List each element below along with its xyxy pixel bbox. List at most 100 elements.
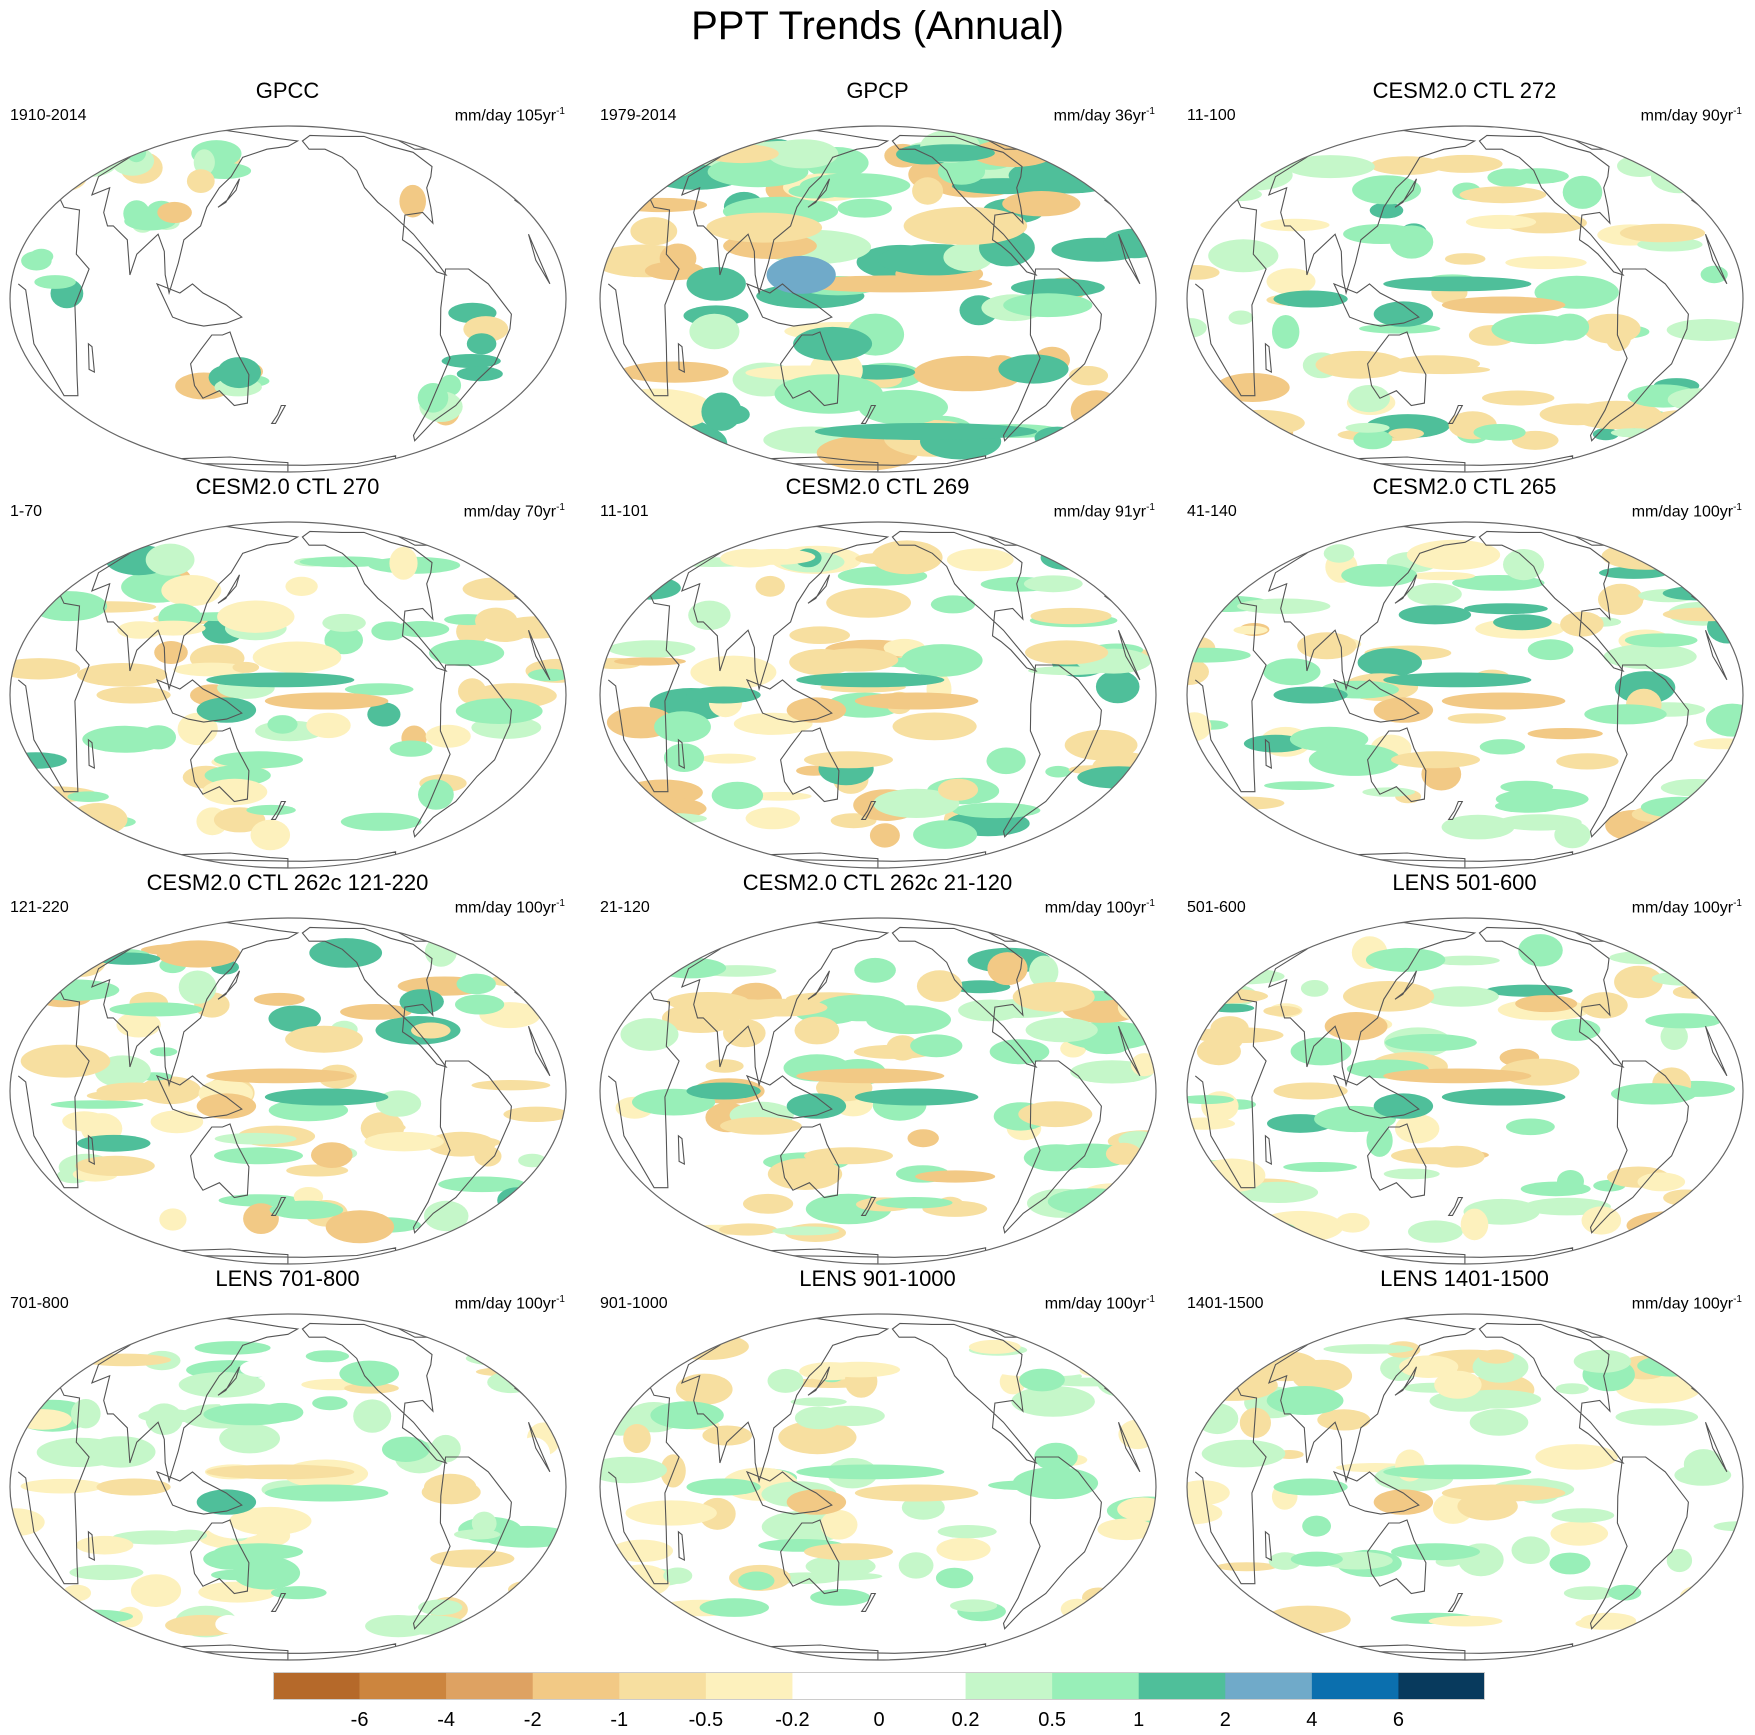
trend-blob [311, 1142, 353, 1168]
trend-blob [1096, 1364, 1139, 1397]
coastline-madagascar [87, 738, 96, 770]
trend-blob [690, 655, 777, 689]
trend-blob [1460, 1208, 1489, 1241]
trend-blob [1383, 276, 1532, 292]
trend-blob [1323, 544, 1355, 563]
coastline-samerica [1589, 1456, 1689, 1630]
trend-blob [1019, 1368, 1065, 1392]
trend-blob [1447, 713, 1506, 724]
trend-blob [423, 1200, 469, 1232]
trend-blob [194, 1341, 271, 1355]
trend-blob [767, 1158, 843, 1190]
coastline-greenland [956, 918, 1023, 942]
coastline-japan [807, 970, 831, 1000]
trend-blob [1077, 766, 1156, 789]
trend-blob [340, 1004, 412, 1020]
coastline-madagascar [1264, 738, 1273, 770]
trend-blob [930, 595, 976, 614]
trend-blob [1478, 1349, 1515, 1364]
colorbar-box [792, 1672, 880, 1700]
coastline-samerica [1002, 268, 1102, 442]
trend-blob [425, 724, 471, 748]
trend-blob [910, 1034, 963, 1058]
trend-blob [820, 1510, 858, 1540]
trend-blob [1614, 965, 1663, 999]
coastline-asia [1267, 129, 1477, 296]
trend-blob [1369, 202, 1404, 219]
units-exponent: -1 [1733, 106, 1742, 117]
world-map [1186, 917, 1744, 1265]
panel-units: mm/day 100yr-1 [455, 1290, 565, 1314]
map-border [1186, 1313, 1744, 1661]
trend-blob [871, 540, 943, 575]
trend-blob [1187, 318, 1207, 338]
trend-blob [1283, 1162, 1357, 1172]
trend-blob [62, 146, 118, 177]
coastline-greenland [1543, 126, 1610, 150]
panel-units: mm/day 91yr-1 [1054, 498, 1155, 522]
coastline-madagascar [87, 342, 96, 374]
coastline-asia [680, 525, 890, 692]
trend-blob [77, 663, 168, 687]
trend-blob [1383, 1168, 1440, 1180]
coastline-namerica [891, 1322, 1038, 1464]
colorbar-tick-label: -0.5 [688, 1709, 724, 1731]
colorbar-tick-label: 0.5 [1038, 1709, 1067, 1731]
trend-blob [1644, 1425, 1692, 1456]
trend-blob [799, 173, 911, 198]
trend-blob [804, 751, 893, 769]
trend-blob [737, 548, 816, 565]
trend-blob [789, 626, 850, 644]
trend-blob [50, 1100, 144, 1109]
trend-blob [140, 725, 176, 750]
trend-blob [367, 702, 401, 727]
units-number: 105 [516, 107, 543, 125]
coastline-antarctica [126, 455, 412, 472]
coastline-indonesia [745, 1470, 833, 1515]
trend-blob [950, 980, 1011, 994]
panel-units: mm/day 100yr-1 [455, 894, 565, 918]
coastline-greenland [366, 126, 433, 150]
map-border [9, 125, 567, 473]
trend-blob [214, 751, 303, 769]
map-panel: CESM2.0 CTL 272 11-100 mm/day 90yr-1 [1177, 78, 1752, 473]
trend-blob [614, 657, 686, 666]
trend-blob [285, 1025, 363, 1053]
trend-blob [154, 641, 188, 664]
units-base: mm/day [1631, 899, 1689, 917]
units-suffix: yr [542, 899, 557, 917]
trend-blob [217, 357, 261, 389]
trend-blob [620, 361, 729, 383]
trend-blob [1345, 422, 1390, 433]
map-border [9, 521, 567, 869]
trend-blob [644, 261, 705, 281]
trend-blob [805, 1555, 876, 1578]
trend-blob [441, 354, 501, 368]
trend-blob [796, 1464, 945, 1480]
trend-blob [1302, 1515, 1331, 1537]
units-base: mm/day [1640, 107, 1698, 125]
trend-blob [1674, 1464, 1732, 1486]
trend-blob [1511, 1536, 1550, 1564]
trend-blob [1608, 1584, 1642, 1601]
trend-blob [1117, 994, 1149, 1020]
trend-blob [1482, 390, 1555, 406]
trend-blob [430, 1434, 461, 1463]
trend-blob [465, 1350, 549, 1367]
colorbar-box [359, 1672, 447, 1700]
trend-blob [53, 815, 92, 826]
trend-blob [1427, 154, 1503, 173]
coastline-asia [1267, 525, 1477, 692]
trend-blob [818, 1361, 901, 1378]
trend-blob [755, 575, 785, 597]
coastline-antarctica [126, 851, 412, 868]
trend-blob [1560, 611, 1604, 637]
panel-title: CESM2.0 CTL 272 [1372, 78, 1557, 103]
trend-blob [666, 1333, 749, 1360]
trend-blob [733, 998, 828, 1017]
trend-blob [778, 1420, 857, 1455]
panel-period: 1910-2014 [10, 107, 87, 124]
panel-title: CESM2.0 CTL 262c 121-220 [146, 870, 429, 895]
coastline-australia [1367, 331, 1427, 407]
trend-blob [873, 788, 960, 818]
